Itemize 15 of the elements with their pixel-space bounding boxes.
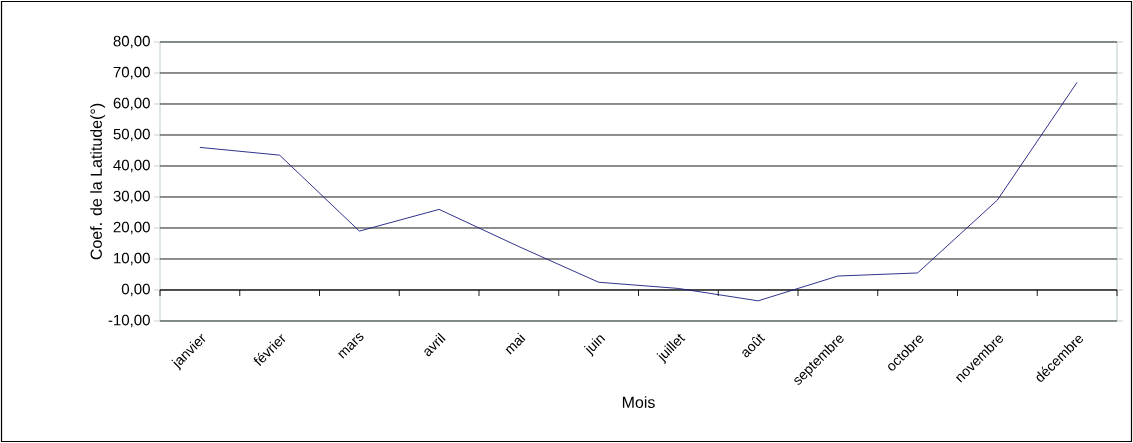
x-tick-label: juin xyxy=(583,335,606,357)
x-tick-label: mai xyxy=(505,332,526,355)
y-tick-label: 60,00 xyxy=(113,97,150,111)
line-series xyxy=(199,81,1078,302)
y-tick-label: 10,00 xyxy=(114,252,150,266)
y-tick-label: 0,00 xyxy=(121,283,150,297)
y-tick-label: 30,00 xyxy=(113,190,150,204)
y-tick-label: 40,00 xyxy=(113,159,150,173)
y-tick-label: 50,00 xyxy=(113,128,150,142)
y-tick-label: 80,00 xyxy=(113,35,150,49)
y-tick-label: -10,00 xyxy=(108,314,150,328)
y-tick-label: 20,00 xyxy=(113,221,150,235)
y-axis-title: Coef. de la Latitude(°) xyxy=(90,103,106,260)
y-tick-label: 70,00 xyxy=(113,66,150,80)
x-axis-title: Mois xyxy=(622,396,655,408)
